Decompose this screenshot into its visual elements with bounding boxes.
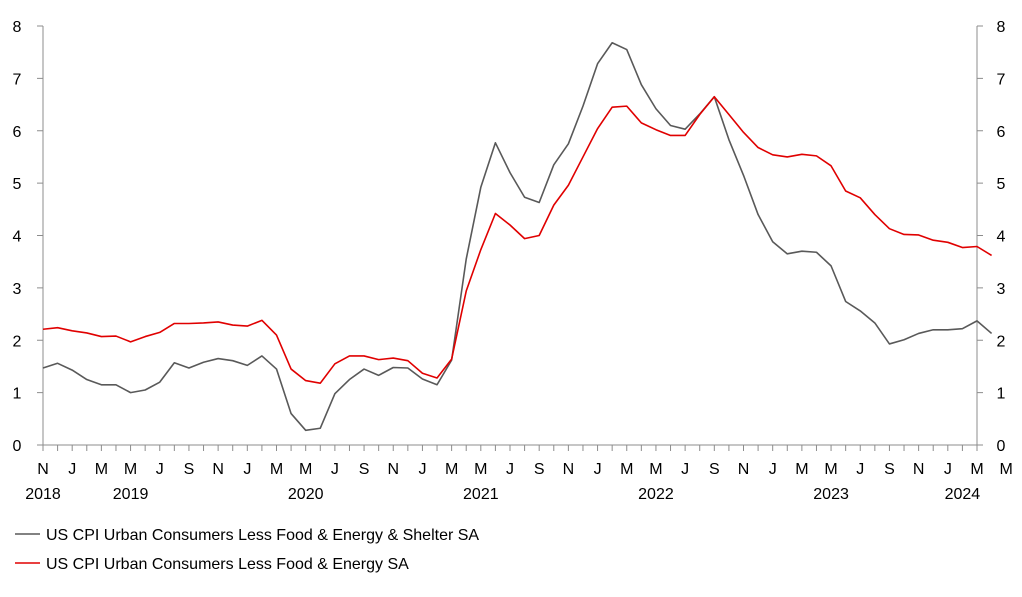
right-y-tick-label: 2 [997,333,1006,350]
left-y-tick-label: 4 [13,229,22,246]
x-year-tick-label: 2024 [945,486,981,503]
series-line-2 [42,95,993,385]
x-month-tick-label: J [243,461,251,478]
x-month-tick-label: J [681,461,689,478]
left-y-tick-label: 2 [13,333,22,350]
x-month-tick-label: N [37,461,49,478]
right-y-tick-label: 1 [997,386,1006,403]
x-month-tick-label: N [913,461,925,478]
right-y-tick-label: 4 [997,229,1006,246]
x-month-tick-label: J [856,461,864,478]
left-y-tick-label: 7 [13,71,22,88]
x-month-tick-label: J [944,461,952,478]
x-year-tick-label: 2023 [813,486,849,503]
x-month-tick-label: J [156,461,164,478]
x-year-tick-label: 2021 [463,486,499,503]
x-month-tick-label: M [824,461,837,478]
x-month-tick-label: S [534,461,545,478]
right-y-tick-label: 8 [997,19,1006,36]
right-y-tick-label: 6 [997,124,1006,141]
left-y-tick-label: 0 [13,438,22,455]
x-month-tick-label: J [68,461,76,478]
x-month-tick-label: M [620,461,633,478]
x-month-tick-label: M [1000,461,1013,478]
x-month-tick-label: J [594,461,602,478]
left-y-tick-label: 8 [13,19,22,36]
x-month-tick-label: M [299,461,312,478]
left-y-tick-label: 1 [13,386,22,403]
left-y-tick-label: 3 [13,281,22,298]
x-month-tick-label: M [795,461,808,478]
x-month-tick-label: M [95,461,108,478]
x-year-tick-label: 2019 [113,486,149,503]
x-month-tick-label: S [709,461,720,478]
right-y-tick-label: 0 [997,438,1006,455]
x-month-tick-label: M [649,461,662,478]
x-year-tick-label: 2020 [288,486,324,503]
x-month-tick-label: M [445,461,458,478]
chart-legend: US CPI Urban Consumers Less Food & Energ… [15,527,479,573]
right-y-tick-label: 3 [997,281,1006,298]
left-y-tick-label: 6 [13,124,22,141]
x-month-tick-label: M [970,461,983,478]
x-month-tick-label: N [563,461,575,478]
x-month-tick-label: N [212,461,224,478]
legend-label-2: US CPI Urban Consumers Less Food & Energ… [46,556,409,573]
x-year-tick-label: 2018 [25,486,61,503]
x-month-tick-label: M [474,461,487,478]
x-month-tick-label: M [270,461,283,478]
x-month-tick-label: J [331,461,339,478]
x-month-tick-label: S [184,461,195,478]
x-month-tick-label: N [738,461,750,478]
x-month-tick-label: J [506,461,514,478]
x-year-tick-label: 2022 [638,486,674,503]
x-month-tick-label: N [387,461,399,478]
x-month-tick-label: J [418,461,426,478]
x-month-tick-label: J [769,461,777,478]
right-y-tick-label: 5 [997,176,1006,193]
chart-series-lines [42,41,993,432]
x-month-tick-label: M [124,461,137,478]
series-line-1 [42,41,993,432]
x-month-tick-label: S [884,461,895,478]
left-y-tick-label: 5 [13,176,22,193]
x-month-tick-label: S [359,461,370,478]
chart-axes: 0 01 12 23 34 45 56 67 78 8N J M M J S N J M M J S N J M M J S N J M M… [13,19,1013,503]
legend-label-1: US CPI Urban Consumers Less Food & Energ… [46,527,479,544]
right-y-tick-label: 7 [997,71,1006,88]
